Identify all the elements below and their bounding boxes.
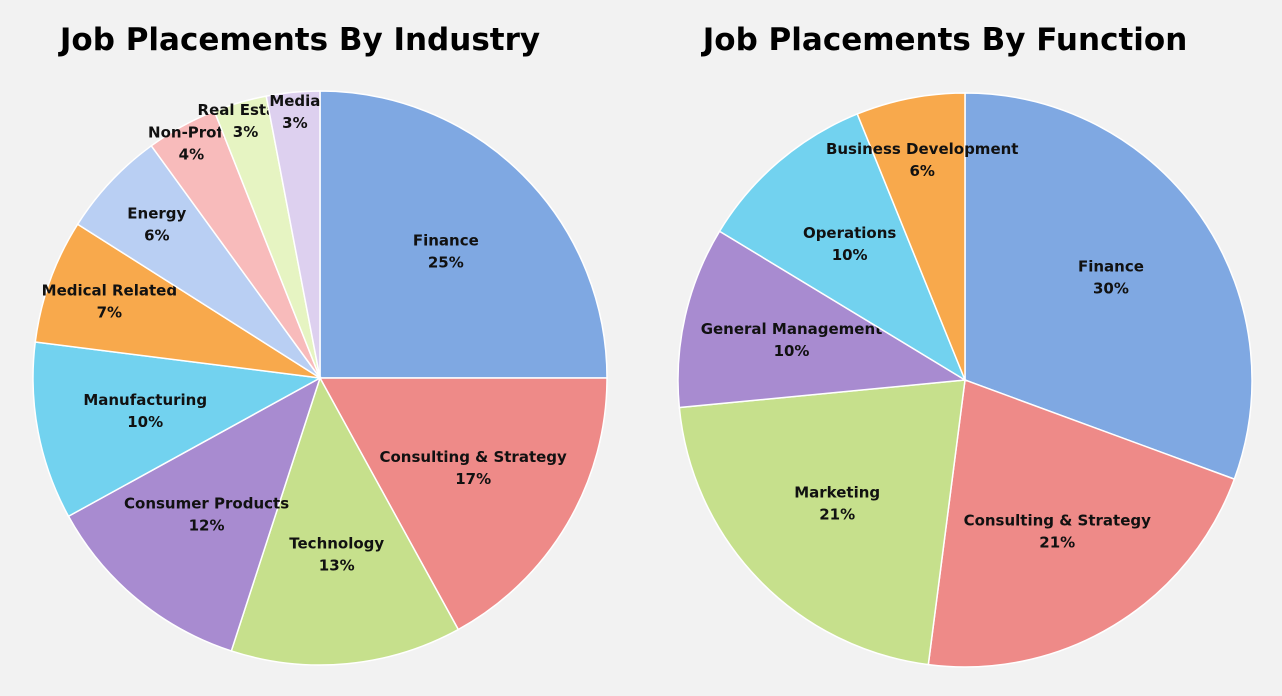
- slice-label: Media: [269, 92, 320, 110]
- slice-label: Finance: [1078, 258, 1144, 276]
- slice-value: 4%: [179, 146, 204, 164]
- slice-value: 10%: [127, 413, 163, 431]
- slice-label: Operations: [803, 224, 896, 242]
- slice-value: 21%: [1039, 534, 1075, 552]
- pie-slice: [718, 112, 967, 382]
- slice-value: 6%: [909, 162, 934, 180]
- slice-value: 25%: [428, 254, 464, 272]
- pie-slice: [964, 92, 1253, 481]
- slice-value: 3%: [233, 123, 258, 141]
- pie-slice: [32, 341, 323, 518]
- slice-value: 21%: [819, 505, 855, 523]
- slice-label: Medical Related: [42, 282, 177, 300]
- slice-label: Non-Profit: [148, 124, 235, 142]
- slice-label: Marketing: [794, 483, 880, 501]
- slice-value: 13%: [319, 557, 355, 575]
- slice-label: Consulting & Strategy: [379, 448, 567, 466]
- chart-title: Job Placements By Function: [701, 22, 1188, 58]
- slice-label: Finance: [413, 232, 479, 250]
- slice-label: General Management: [701, 320, 883, 338]
- slice-value: 3%: [282, 114, 307, 132]
- pie-slice: [34, 223, 321, 379]
- pie-slice: [318, 377, 608, 631]
- slice-label: Consulting & Strategy: [964, 512, 1152, 530]
- pie-slice: [230, 376, 460, 666]
- pie-slice: [319, 90, 608, 379]
- slice-label: Technology: [289, 535, 384, 553]
- slice-value: 30%: [1093, 280, 1129, 298]
- slice-label: Business Development: [826, 140, 1019, 158]
- pie-slice: [678, 379, 966, 666]
- slice-value: 10%: [774, 342, 810, 360]
- slice-label: Manufacturing: [83, 391, 207, 409]
- pie-slice: [856, 92, 966, 381]
- slice-value: 7%: [97, 304, 122, 322]
- slice-value: 12%: [189, 517, 225, 535]
- slice-value: 17%: [455, 470, 491, 488]
- slice-value: 10%: [832, 246, 868, 264]
- pie-slice: [67, 376, 322, 652]
- pie-slice: [265, 90, 321, 379]
- pie-slice: [927, 378, 1236, 668]
- slice-label: Consumer Products: [124, 495, 289, 513]
- chart-title: Job Placements By Industry: [58, 22, 540, 58]
- slice-value: 6%: [144, 226, 169, 244]
- slice-label: Energy: [127, 204, 186, 222]
- pie-slice: [677, 230, 968, 409]
